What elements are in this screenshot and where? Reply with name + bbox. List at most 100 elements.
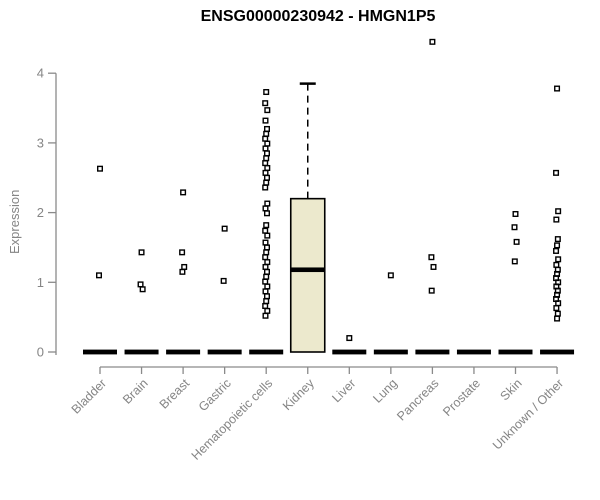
outlier-point — [262, 239, 269, 246]
zero-median-bar — [166, 349, 201, 355]
outlier-point — [179, 249, 186, 256]
outlier-point — [264, 307, 271, 314]
outlier-point — [220, 277, 227, 284]
zero-median-bar — [415, 349, 450, 355]
outlier-point — [262, 117, 269, 124]
box — [289, 197, 326, 353]
outlier-point — [554, 85, 561, 92]
outlier-point — [262, 169, 269, 176]
outlier-point — [262, 205, 269, 212]
x-tick-label: Liver — [329, 376, 358, 405]
y-tick-label: 4 — [37, 66, 44, 81]
outlier-point — [511, 224, 518, 231]
outlier-point — [262, 227, 269, 234]
outlier-point — [180, 189, 187, 196]
outlier-point — [264, 174, 271, 181]
outlier-point — [264, 259, 271, 266]
outlier-point — [262, 288, 269, 295]
zero-median-bar — [207, 349, 242, 355]
x-tick-label: Kidney — [280, 376, 317, 413]
outlier-point — [262, 254, 269, 261]
outlier-point — [263, 273, 270, 280]
outlier-point — [263, 249, 270, 256]
x-tick-label: Pancreas — [394, 376, 441, 423]
outlier-point — [264, 210, 271, 217]
zero-median-bar — [124, 349, 159, 355]
outlier-point — [139, 286, 146, 293]
outlier-point — [179, 268, 186, 275]
outlier-point — [263, 179, 270, 186]
outlier-point — [263, 222, 270, 229]
outlier-point — [554, 310, 561, 317]
zero-median-bar — [456, 349, 491, 355]
outlier-point — [262, 160, 269, 167]
outlier-point — [513, 238, 520, 245]
outlier-point — [555, 208, 562, 215]
zero-median-bar — [373, 349, 408, 355]
outlier-point — [264, 244, 271, 251]
y-tick-label: 0 — [37, 345, 44, 360]
zero-median-bar — [540, 349, 575, 355]
zero-median-bar — [498, 349, 533, 355]
outlier-point — [263, 130, 270, 137]
outlier-point — [96, 165, 103, 172]
y-axis-label: Expression — [7, 189, 22, 254]
outlier-point — [263, 155, 270, 162]
x-tick-label: Unknown / Other — [490, 376, 566, 452]
x-tick-label: Hematopoietic cells — [189, 376, 276, 463]
x-tick-label: Lung — [370, 376, 400, 406]
median-line — [290, 267, 325, 273]
outlier-point — [263, 298, 270, 305]
outlier-point — [264, 150, 271, 157]
outlier-point — [262, 184, 269, 191]
zero-median-bar — [249, 349, 284, 355]
outlier-point — [553, 305, 560, 312]
outlier-point — [264, 140, 271, 147]
outlier-point — [262, 263, 269, 270]
outlier-point — [512, 210, 519, 217]
outlier-point — [262, 145, 269, 152]
outlier-point — [95, 272, 102, 279]
outlier-point — [429, 38, 436, 45]
outlier-point — [264, 164, 271, 171]
outlier-point — [554, 315, 561, 322]
outlier-point — [264, 268, 271, 275]
outlier-point — [264, 107, 271, 114]
chart-title: ENSG00000230942 - HMGN1P5 — [200, 8, 436, 25]
outlier-point — [553, 247, 560, 254]
outlier-point — [264, 232, 271, 239]
outlier-point — [554, 242, 561, 249]
outlier-point — [137, 281, 144, 288]
outlier-point — [263, 89, 270, 96]
x-tick-label: Bladder — [69, 376, 109, 416]
zero-median-bar — [83, 349, 117, 355]
x-tick-label: Breast — [157, 376, 193, 412]
outlier-point — [262, 312, 269, 319]
outlier-point — [553, 169, 560, 176]
outlier-point — [387, 272, 394, 279]
outlier-point — [138, 249, 145, 256]
outlier-point — [221, 225, 228, 232]
outlier-point — [428, 287, 435, 294]
y-tick-label: 2 — [37, 205, 44, 220]
outlier-point — [428, 254, 435, 261]
y-tick-label: 3 — [37, 135, 44, 150]
outlier-point — [264, 293, 271, 300]
outlier-point — [430, 263, 437, 270]
outlier-point — [262, 278, 269, 285]
outlier-point — [264, 283, 271, 290]
outlier-point — [264, 125, 271, 132]
outlier-point — [555, 256, 562, 263]
outlier-point — [264, 200, 271, 207]
outlier-point — [262, 100, 269, 107]
x-tick-label: Prostate — [440, 376, 483, 419]
x-tick-label: Brain — [120, 376, 151, 407]
outlier-point — [553, 216, 560, 223]
outlier-point — [181, 263, 188, 270]
outlier-point — [554, 236, 561, 243]
x-tick-label: Skin — [498, 376, 525, 403]
outlier-point — [511, 258, 518, 265]
outlier-point — [262, 135, 269, 142]
